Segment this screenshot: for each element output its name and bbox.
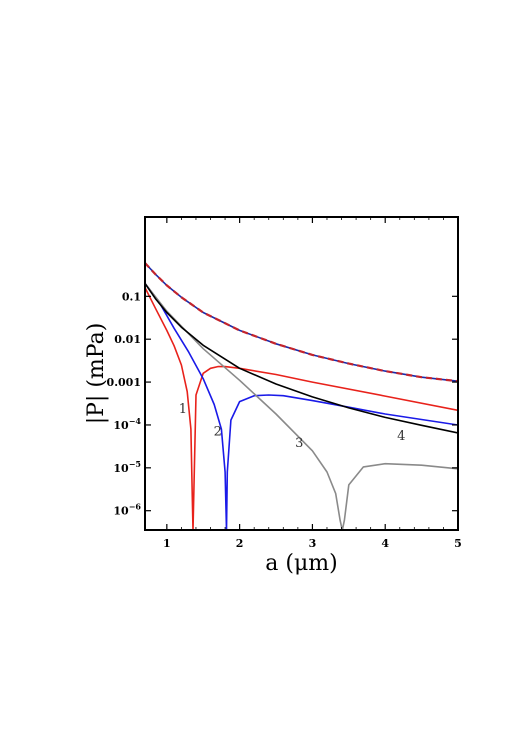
- tick-layer: [145, 217, 459, 530]
- y-tick-label: 10−5: [113, 459, 141, 475]
- x-tick-label: 2: [236, 537, 244, 550]
- y-tick-label: 10−4: [113, 416, 141, 432]
- x-tick-label: 5: [454, 537, 462, 550]
- x-tick-label: 4: [381, 537, 389, 550]
- x-axis-title: a (μm): [265, 551, 337, 576]
- curve-label-2: 2: [214, 425, 222, 440]
- y-axis-title: |P| (mPa): [84, 323, 109, 425]
- y-tick-label: 0.001: [107, 376, 141, 389]
- curve-label-4: 4: [397, 429, 405, 444]
- x-tick-label: 3: [309, 537, 317, 550]
- series-line-1: [145, 287, 458, 530]
- series-line-2: [145, 282, 458, 530]
- curve-label-1: 1: [179, 402, 187, 417]
- curve-label-3: 3: [295, 436, 303, 451]
- plot-frame: [144, 216, 459, 531]
- x-tick-label: 1: [163, 537, 171, 550]
- y-tick-label: 0.1: [122, 290, 141, 303]
- y-tick-label: 10−6: [113, 502, 141, 518]
- series-line-4: [145, 282, 458, 434]
- y-tick-label: 0.01: [114, 333, 141, 346]
- label-layer: 1 2 3 4 5 0.1 0.01 0.001 10−4 10−5 10−6 1 2 3 4: [107, 290, 462, 550]
- series-layer: [145, 262, 458, 530]
- series-line-6: [145, 262, 458, 383]
- series-line-3: [145, 282, 458, 530]
